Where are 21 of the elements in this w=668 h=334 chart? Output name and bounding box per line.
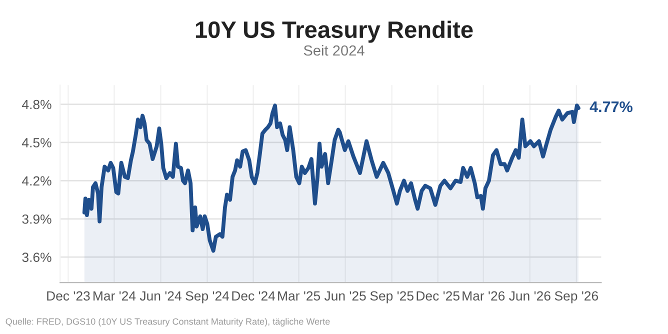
x-tick-label: Sep '24 — [186, 291, 230, 304]
x-tick-label: Mar '25 — [278, 291, 320, 301]
x-tick-label: Mar '24 — [94, 291, 136, 301]
x-tick-label: Sep '26 — [554, 291, 598, 304]
x-tick-label: Sep '25 — [370, 291, 414, 304]
y-tick-label: 4.8% — [22, 100, 52, 110]
chart-subtitle: Seit 2024 — [304, 44, 364, 56]
x-tick-label: Jun '26 — [509, 291, 550, 301]
x-tick-label: Dec '24 — [232, 291, 276, 301]
y-tick-label: 4.2% — [22, 176, 52, 186]
x-tick-label: Jun '24 — [140, 291, 182, 301]
chart-title: 10Y US Treasury Rendite — [196, 20, 473, 43]
x-tick-label: Dec '23 — [47, 291, 90, 301]
annotation: 4.77% — [590, 101, 632, 112]
source-note: Quelle: FRED, DGS10 (10Y US Treasury Constant Maturity Rate), tägliche Werte — [6, 318, 330, 327]
y-tick-label: 4.5% — [22, 138, 52, 148]
x-tick-label: Jun '25 — [324, 291, 366, 301]
x-tick-label: Mar '26 — [462, 291, 505, 301]
y-tick-label: 3.9% — [22, 214, 52, 224]
x-tick-label: Dec '25 — [416, 291, 460, 301]
y-tick-label: 3.6% — [22, 252, 52, 262]
